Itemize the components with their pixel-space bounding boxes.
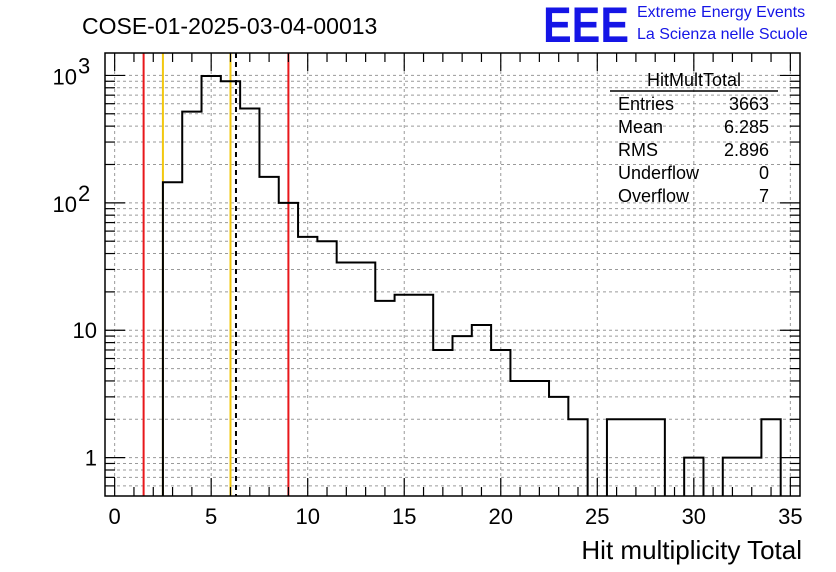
stats-row-overflow: Overflow 7 [618,186,769,206]
x-tick-label: 35 [778,504,802,529]
y-tick-exponent: 3 [78,53,90,78]
histogram-outline [161,74,782,496]
stats-value: 6.285 [724,117,769,137]
stats-row-mean: Mean 6.285 [618,117,769,137]
stats-label: Mean [618,117,663,137]
stats-box-title: HitMultTotal [647,70,741,90]
stats-label: Overflow [618,186,690,206]
x-tick-label: 30 [682,504,706,529]
stats-row-rms: RMS 2.896 [618,140,769,160]
x-tick-label: 10 [295,504,319,529]
x-tick-label: 25 [585,504,609,529]
stats-label: Entries [618,94,674,114]
stats-row-underflow: Underflow 0 [618,163,769,183]
x-axis-label: Hit multiplicity Total [581,535,802,565]
stats-label: Underflow [618,163,700,183]
y-tick-label: 10 [53,64,77,89]
plot-frame [104,52,801,497]
stats-label: RMS [618,140,658,160]
stats-box: HitMultTotal Entries 3663 Mean 6.285 RMS… [610,70,778,206]
run-title: COSE-01-2025-03-04-00013 [82,13,377,39]
x-tick-label: 20 [489,504,513,529]
stats-row-entries: Entries 3663 [618,94,769,114]
marker-lines [142,53,290,496]
eee-logo: EEE [543,0,629,53]
axis-ticks [105,53,800,496]
stats-value: 3663 [729,94,769,114]
stats-value: 0 [759,163,769,183]
x-tick-label: 0 [109,504,121,529]
y-tick-label: 1 [85,446,97,471]
y-tick-exponent: 2 [78,181,90,206]
x-tick-label: 5 [205,504,217,529]
stats-value: 2.896 [724,140,769,160]
stats-value: 7 [759,186,769,206]
logo-line-2: La Scienza nelle Scuole [637,26,808,43]
grid-lines [105,53,800,496]
y-tick-label: 10 [53,192,77,217]
y-tick-label: 10 [73,318,97,343]
x-tick-label: 15 [392,504,416,529]
logo-line-1: Extreme Energy Events [637,4,805,21]
